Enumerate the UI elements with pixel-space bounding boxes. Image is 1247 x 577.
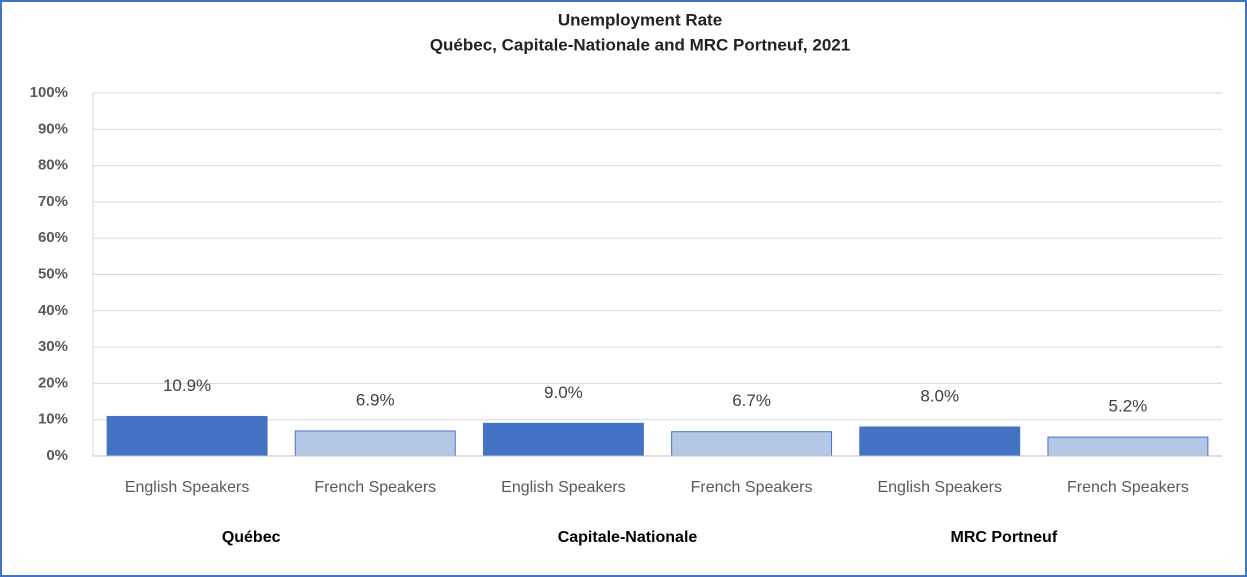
x-tick-label: English Speakers [501,479,626,496]
data-label: 6.7% [732,391,771,410]
y-tick-label: 0% [46,447,68,464]
group-label: Québec [222,529,281,546]
y-tick-label: 30% [38,338,68,355]
data-label: 8.0% [920,386,959,405]
y-tick-label: 20% [38,374,68,391]
x-tick-label: French Speakers [314,479,436,496]
y-tick-label: 60% [38,229,68,246]
data-label: 10.9% [163,376,211,395]
y-tick-label: 90% [38,120,68,137]
group-label: Capitale-Nationale [558,529,698,546]
group-label: MRC Portneuf [951,529,1058,546]
y-tick-label: 10% [38,411,68,428]
x-tick-label: English Speakers [125,479,250,496]
bar [482,422,644,457]
y-tick-label: 100% [30,84,68,101]
data-label: 6.9% [356,390,395,409]
data-label: 9.0% [544,383,583,402]
data-label: 5.2% [1109,397,1148,416]
x-tick-label: French Speakers [1067,479,1189,496]
bar [106,415,268,457]
y-tick-label: 70% [38,193,68,210]
y-tick-label: 80% [38,157,68,174]
y-tick-label: 40% [38,302,68,319]
x-tick-label: French Speakers [691,479,813,496]
bar [1047,436,1209,457]
chart-subtitle: Québec, Capitale-Nationale and MRC Portn… [430,35,850,54]
x-tick-label: English Speakers [877,479,1002,496]
bar [671,431,833,457]
bar [294,430,456,457]
chart-title: Unemployment Rate [558,10,722,29]
bar [859,426,1021,457]
y-tick-label: 50% [38,265,68,282]
